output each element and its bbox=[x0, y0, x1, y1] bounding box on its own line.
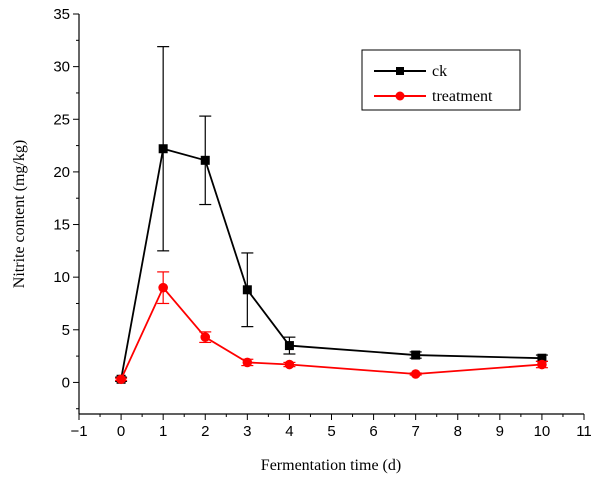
series-line-treatment bbox=[120, 286, 542, 380]
data-point-treatment bbox=[242, 357, 253, 368]
x-tick-label: 2 bbox=[201, 423, 209, 440]
data-point-treatment bbox=[116, 374, 126, 385]
x-tick-label: 6 bbox=[369, 423, 377, 440]
data-point-treatment bbox=[537, 359, 547, 370]
data-point-treatment bbox=[158, 282, 168, 293]
data-point-ck bbox=[411, 350, 421, 360]
x-tick-label: 4 bbox=[285, 423, 293, 440]
series-treatment bbox=[115, 271, 548, 385]
legend-marker-treatment bbox=[395, 91, 405, 101]
legend-box bbox=[361, 49, 521, 111]
x-axis-title: Fermentation time (d) bbox=[261, 457, 401, 474]
data-point-ck bbox=[242, 285, 252, 295]
legend-marker-ck bbox=[396, 67, 404, 75]
y-axis-title: Nitrite content (mg/kg) bbox=[11, 140, 28, 288]
x-tick-label: 11 bbox=[576, 423, 592, 440]
data-point-ck bbox=[158, 144, 168, 154]
legend-label-ck: ck bbox=[432, 63, 447, 80]
series-line-ck bbox=[120, 147, 542, 380]
x-tick-label: 3 bbox=[243, 423, 251, 440]
x-tick-label: 10 bbox=[534, 423, 551, 440]
x-tick-label: 9 bbox=[496, 423, 504, 440]
data-point-ck bbox=[284, 341, 294, 351]
data-point-ck bbox=[537, 353, 547, 363]
y-ticks: 0 5 10 15 20 25 30 35 bbox=[53, 6, 79, 410]
x-tick-label: −1 bbox=[70, 423, 87, 440]
y-tick-label: 30 bbox=[53, 59, 70, 76]
y-tick-label: 15 bbox=[53, 217, 70, 234]
y-tick-label: 20 bbox=[53, 164, 70, 181]
data-point-treatment bbox=[284, 359, 295, 370]
y-tick-label: 25 bbox=[53, 111, 70, 128]
y-tick-label: 0 bbox=[62, 374, 70, 391]
data-point-treatment bbox=[410, 369, 421, 379]
x-tick-label: 8 bbox=[454, 423, 462, 440]
y-tick-label: 35 bbox=[53, 6, 70, 23]
series-layer bbox=[115, 46, 548, 385]
x-tick-label: 1 bbox=[159, 423, 167, 440]
legend-label-treatment: treatment bbox=[432, 88, 493, 105]
x-tick-label: 0 bbox=[117, 423, 125, 440]
x-tick-label: 7 bbox=[411, 423, 419, 440]
y-tick-label: 5 bbox=[62, 322, 70, 339]
data-point-ck bbox=[200, 155, 210, 165]
data-point-treatment bbox=[200, 332, 211, 342]
y-tick-label: 10 bbox=[53, 269, 70, 286]
legend: ck treatment bbox=[361, 49, 521, 111]
x-ticks: −1 0 1 2 3 4 5 6 7 8 9 10 11 bbox=[70, 414, 592, 440]
x-tick-label: 5 bbox=[327, 423, 335, 440]
